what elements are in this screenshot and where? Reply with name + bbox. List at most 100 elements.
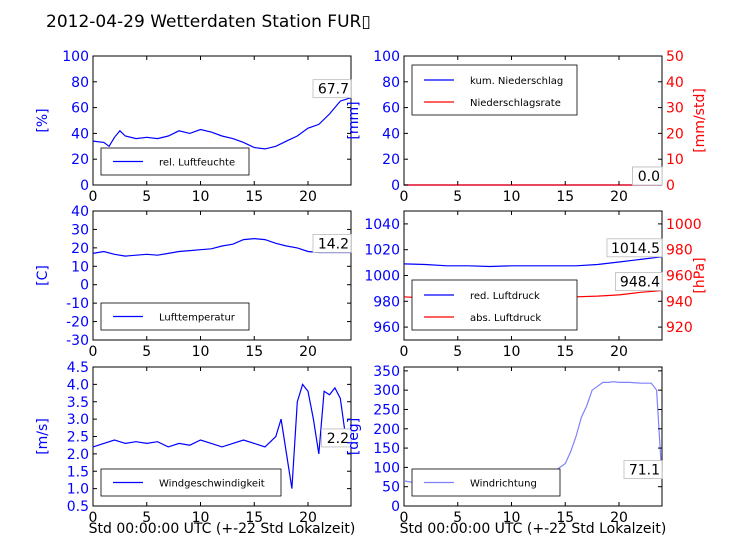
y-tick-label: 100 [373,460,400,476]
legend: Lufttemperatur [100,302,250,331]
x-tick-label: 0 [400,189,409,205]
x-tick-label: 20 [610,189,628,205]
y-tick-label: 1040 [364,217,400,233]
x-tick-label: 10 [192,189,210,205]
last-value-label-2-box [615,272,663,291]
x-tick-label: 10 [192,510,210,526]
last-value-label-2: 0.0 [638,169,660,185]
last-value-label-2: 948.4 [620,274,660,290]
y2-axis-label: [mm/std] [692,88,708,153]
y-tick-label: 1000 [364,269,400,285]
y-tick-label: 40 [71,126,89,142]
x-axis-label: Std 00:00:00 UTC (+-22 Std Lokalzeit) [89,521,356,537]
chart-title: 2012-04-29 Wetterdaten Station FUR▯ [46,12,371,32]
last-value-label: 1014.5 [611,241,660,257]
series-line-wind_speed-0 [92,383,352,489]
legend-entry: Niederschlagsrate [470,98,561,109]
y-tick-label: 4.5 [67,360,89,376]
last-value-label-box [623,460,663,479]
y-tick-label: 20 [382,152,400,168]
legend-entry: abs. Luftdruck [470,313,541,324]
x-axis-label: Std 00:00:00 UTC (+-22 Std Lokalzeit) [400,521,667,537]
y-tick-label: 50 [382,480,400,496]
panel-pressure: 0 5 10 15 20 960 980 1000 1020 1040 920 940 960 980 10… [364,210,708,360]
y-tick-label: 350 [373,364,400,380]
y-axis-label: [C] [35,265,51,286]
y2-tick-label: 980 [666,243,693,259]
y-axis-label: [deg] [346,418,362,455]
y2-tick-label: 960 [666,269,693,285]
last-value-label-box [606,238,663,258]
y-tick-label: 960 [373,320,400,336]
legend-box [100,147,250,176]
y-tick-label: 60 [382,101,400,117]
x-tick-label: 0 [89,189,98,205]
y-tick-label: 40 [382,126,400,142]
x-tick-label: 15 [245,510,263,526]
x-tick-label: 10 [503,510,521,526]
y-tick-label: 40 [71,204,89,220]
y-tick-label: 0 [391,178,400,194]
y-tick-label: 200 [373,422,400,438]
legend: red. Luftdruck abs. Luftdruck [411,279,578,331]
panel-temperature: 0 5 10 15 20 -30 -20 -10 0 10 20 30 40 [C] Lufttempera… [35,204,352,360]
x-tick-label: 5 [453,189,462,205]
last-value-label-2-box [632,166,663,186]
y-tick-label: -20 [66,315,89,331]
y-tick-label: 2.5 [67,430,89,446]
last-value-label-box [312,79,352,99]
y-tick-label: -30 [66,333,89,349]
last-value-label-box [312,234,352,253]
y-tick-label: 150 [373,441,400,457]
x-tick-label: 20 [299,189,317,205]
y-tick-label: 20 [71,152,89,168]
last-value-label: 67.7 [318,82,349,98]
last-value-label: 2.2 [327,431,349,447]
y-tick-label: 100 [62,49,89,65]
legend: Windgeschwindigkeit [100,468,282,497]
x-tick-label: 20 [610,344,628,360]
y2-axis-label: [hPa] [692,257,708,293]
legend-entry: Windgeschwindigkeit [159,479,265,490]
x-tick-label: 5 [453,510,462,526]
legend-entry: Windrichtung [470,479,537,490]
legend: kum. Niederschlag Niederschlagsrate [411,64,578,116]
x-tick-label: 0 [400,510,409,526]
y-tick-label: 300 [373,383,400,399]
last-value-label: 14.2 [318,236,349,252]
x-tick-label: 15 [245,344,263,360]
series-line-temperature-0 [92,237,351,257]
legend-entry: rel. Luftfeuchte [159,158,235,169]
y-tick-label: 80 [382,75,400,91]
y2-tick-label: 10 [666,152,684,168]
y-tick-label: 60 [71,101,89,117]
y-axis-label: [%] [35,108,51,132]
x-tick-label: 5 [142,189,151,205]
x-tick-label: 15 [556,189,574,205]
y-tick-label: 3.5 [67,395,89,411]
y-tick-label: 0 [391,499,400,515]
y-tick-label: 1.0 [67,482,89,498]
panel-precip: 0 5 10 15 20 0 20 40 60 80 100 0 10 20 30 40 50 [mm] [mm/s… [346,49,708,205]
y-axis-label: [mm] [346,101,362,139]
x-tick-label: 5 [453,344,462,360]
last-value-label: 71.1 [629,463,660,479]
x-tick-label: 15 [556,344,574,360]
y2-tick-label: 940 [666,294,693,310]
legend-box [411,64,578,116]
y-tick-label: 3.0 [67,412,89,428]
y-tick-label: 80 [71,75,89,91]
series-line-humidity-0 [92,97,352,150]
x-tick-label: 10 [503,344,521,360]
y2-tick-label: 40 [666,75,684,91]
y-tick-label: 1020 [364,243,400,259]
y2-tick-label: 1000 [666,217,702,233]
x-tick-label: 5 [142,344,151,360]
y2-tick-label: 0 [666,178,675,194]
y-tick-label: 30 [71,222,89,238]
y2-tick-label: 50 [666,49,684,65]
x-tick-label: 10 [192,344,210,360]
y-tick-label: 0.5 [67,499,89,515]
